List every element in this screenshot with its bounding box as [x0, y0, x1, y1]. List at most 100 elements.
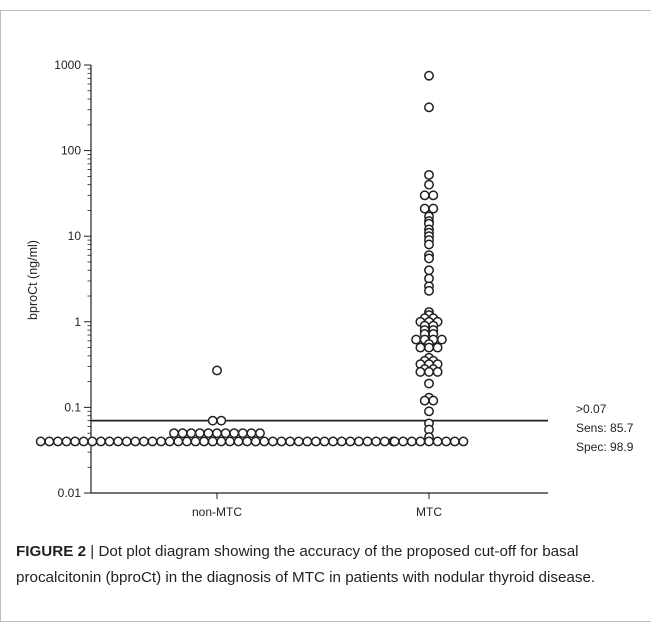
data-point: [428, 395, 439, 406]
data-point: [432, 366, 443, 377]
data-point: [156, 436, 167, 447]
data-point: [398, 436, 409, 447]
sensitivity-label: Sens: 85.7: [576, 421, 634, 435]
data-point: [147, 436, 158, 447]
data-point: [246, 428, 257, 439]
data-point: [212, 365, 222, 376]
data-point: [138, 436, 149, 447]
data-point: [424, 406, 434, 417]
y-tick-label: 1000: [54, 58, 81, 72]
data-point: [194, 428, 205, 439]
data-point: [424, 239, 434, 250]
data-point: [328, 436, 339, 447]
data-point: [419, 395, 430, 406]
data-point: [237, 428, 248, 439]
figure-frame: [0, 10, 651, 622]
data-point: [229, 428, 240, 439]
data-point: [441, 436, 452, 447]
data-point: [95, 436, 106, 447]
data-point: [207, 436, 218, 447]
caption-label: FIGURE 2: [16, 543, 87, 560]
data-points: [35, 70, 469, 447]
data-point: [345, 436, 356, 447]
data-point: [424, 169, 434, 180]
data-point: [242, 436, 253, 447]
data-point: [458, 436, 469, 447]
data-point: [250, 436, 261, 447]
y-tick-label: 0.1: [64, 400, 81, 414]
y-tick-label: 1: [74, 315, 81, 329]
data-point: [259, 436, 270, 447]
data-point: [424, 378, 434, 389]
x-tick-label: MTC: [416, 505, 442, 519]
data-point: [406, 436, 417, 447]
data-point: [220, 428, 231, 439]
data-point: [424, 70, 434, 81]
data-point: [199, 436, 210, 447]
data-point: [415, 436, 426, 447]
data-point: [432, 342, 443, 353]
data-point: [164, 436, 175, 447]
data-point: [353, 436, 364, 447]
y-tick-label: 100: [61, 144, 81, 158]
data-point: [419, 190, 430, 201]
data-point: [267, 436, 278, 447]
data-point: [449, 436, 460, 447]
data-point: [362, 436, 373, 447]
data-point: [186, 428, 197, 439]
data-point: [319, 436, 330, 447]
dot-plot: bproCt (ng/ml) 0.01 0.1 1 10 100 1000 non-MTC M…: [26, 58, 634, 519]
x-tick-label: non-MTC: [192, 505, 242, 519]
data-point: [336, 436, 347, 447]
caption-separator: |: [86, 543, 99, 560]
data-point: [190, 436, 201, 447]
data-point: [216, 436, 227, 447]
data-point: [424, 253, 434, 264]
specificity-label: Spec: 98.9: [576, 440, 634, 454]
data-point: [424, 265, 434, 276]
data-point: [52, 436, 63, 447]
caption-text: Dot plot diagram showing the accuracy of…: [16, 543, 596, 586]
data-point: [276, 436, 287, 447]
figure-caption: FIGURE 2 | Dot plot diagram showing the …: [16, 539, 636, 591]
data-point: [424, 285, 434, 296]
data-point: [293, 436, 304, 447]
cutoff-label: >0.07: [576, 402, 607, 416]
data-point: [255, 428, 265, 439]
data-point: [207, 415, 218, 426]
data-point: [379, 436, 390, 447]
data-point: [428, 190, 439, 201]
data-point: [181, 436, 192, 447]
data-point: [104, 436, 115, 447]
data-point: [310, 436, 321, 447]
data-point: [177, 428, 188, 439]
data-point: [216, 415, 227, 426]
data-point: [224, 436, 235, 447]
y-tick-label: 0.01: [58, 486, 82, 500]
data-point: [87, 436, 98, 447]
data-point: [371, 436, 382, 447]
cutoff-annotation: >0.07 Sens: 85.7 Spec: 98.9: [576, 402, 634, 454]
data-point: [432, 436, 443, 447]
data-point: [428, 203, 439, 214]
data-point: [173, 436, 184, 447]
data-point: [424, 179, 434, 190]
data-point: [203, 428, 214, 439]
data-point: [44, 436, 55, 447]
data-point: [424, 102, 434, 113]
data-point: [70, 436, 81, 447]
y-tick-label: 10: [68, 229, 82, 243]
data-point: [389, 436, 400, 447]
data-point: [113, 436, 124, 447]
data-point: [233, 436, 244, 447]
data-point: [212, 428, 222, 439]
data-point: [302, 436, 313, 447]
data-point: [61, 436, 72, 447]
data-point: [424, 366, 434, 377]
data-point: [424, 342, 434, 353]
data-point: [35, 436, 46, 447]
data-point: [285, 436, 296, 447]
data-point: [424, 436, 434, 447]
data-point: [130, 436, 141, 447]
data-point: [411, 334, 422, 345]
